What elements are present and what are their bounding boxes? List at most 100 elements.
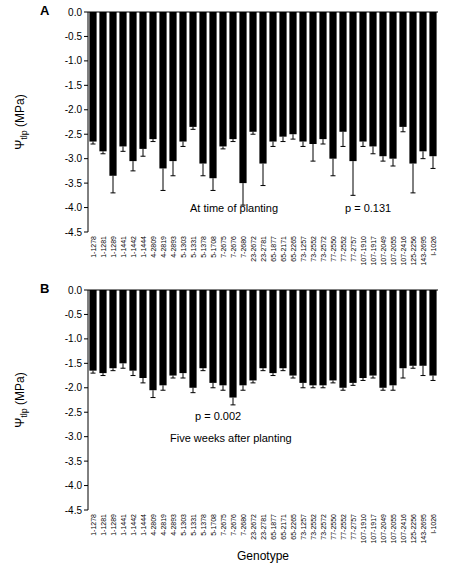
x-tick-label: 7-2675 bbox=[220, 514, 227, 536]
error-cap bbox=[331, 382, 336, 383]
error-stem bbox=[173, 161, 174, 176]
error-stem bbox=[313, 144, 314, 161]
y-tick-label: -0.5 bbox=[65, 31, 83, 42]
error-bar bbox=[101, 373, 106, 375]
error-cap bbox=[321, 387, 326, 388]
x-tick-label: 77-2550 bbox=[330, 514, 337, 540]
y-tick bbox=[84, 290, 88, 291]
error-cap bbox=[291, 139, 296, 140]
bar bbox=[119, 12, 126, 146]
x-tick-label: 77-2757 bbox=[350, 236, 357, 262]
error-cap bbox=[111, 192, 116, 193]
bar bbox=[429, 12, 436, 156]
error-bar bbox=[121, 363, 126, 368]
bar bbox=[169, 290, 176, 376]
annotation: Five weeks after planting bbox=[170, 432, 292, 444]
error-bar bbox=[251, 132, 256, 134]
error-bar bbox=[161, 168, 166, 190]
bar bbox=[359, 12, 366, 142]
bar bbox=[299, 290, 306, 383]
bar bbox=[99, 290, 106, 373]
bar bbox=[249, 290, 256, 380]
plot-area bbox=[89, 12, 436, 205]
y-label-symbol: Ψ bbox=[13, 140, 27, 150]
x-tick-label: 65-2171 bbox=[280, 236, 287, 262]
error-bar bbox=[251, 380, 256, 382]
y-axis-label: Ψtlp (MPa) bbox=[13, 94, 29, 150]
error-cap bbox=[91, 144, 96, 145]
y-tick bbox=[84, 207, 88, 208]
error-stem bbox=[143, 378, 144, 383]
error-cap bbox=[391, 166, 396, 167]
y-tick bbox=[84, 109, 88, 110]
y-tick-label: 0.0 bbox=[68, 7, 82, 18]
error-cap bbox=[211, 387, 216, 388]
bar bbox=[119, 290, 126, 363]
x-tick-label: 5-1331 bbox=[190, 514, 197, 536]
x-axis-label: Genotype bbox=[237, 549, 289, 563]
bar bbox=[179, 290, 186, 373]
error-stem bbox=[143, 149, 144, 156]
bar bbox=[199, 290, 206, 368]
error-bar bbox=[291, 376, 296, 378]
bar bbox=[259, 290, 266, 368]
error-cap bbox=[281, 370, 286, 371]
bar bbox=[109, 290, 116, 368]
y-axis-label: Ψtlp (MPa) bbox=[13, 372, 29, 428]
error-cap bbox=[301, 387, 306, 388]
y-tick-label: -4.5 bbox=[65, 505, 83, 516]
error-bar bbox=[151, 139, 156, 141]
error-bar bbox=[91, 142, 96, 144]
x-tick-label: 4-2893 bbox=[170, 514, 177, 536]
x-tick-label: 4-2809 bbox=[150, 514, 157, 536]
bar bbox=[139, 290, 146, 378]
annotation: p = 0.131 bbox=[345, 202, 391, 214]
error-bar bbox=[301, 142, 306, 147]
y-tick-label: -2.0 bbox=[65, 382, 83, 393]
zero-line bbox=[88, 12, 438, 13]
error-bar bbox=[221, 146, 226, 148]
error-bar bbox=[191, 127, 196, 129]
error-stem bbox=[433, 156, 434, 168]
y-tick bbox=[84, 232, 88, 233]
error-bar bbox=[211, 383, 216, 388]
error-cap bbox=[141, 382, 146, 383]
error-stem bbox=[193, 388, 194, 393]
bar bbox=[279, 290, 286, 368]
x-tick-label: 1-1278 bbox=[90, 236, 97, 258]
bar bbox=[399, 290, 406, 368]
x-tick-label: 65-2265 bbox=[290, 236, 297, 262]
x-tick-label: 77-2552 bbox=[340, 236, 347, 262]
x-tick-label: 5-1708 bbox=[210, 514, 217, 536]
annotation: p = 0.002 bbox=[195, 410, 241, 422]
error-bar bbox=[111, 368, 116, 370]
y-tick bbox=[84, 134, 88, 135]
error-bar bbox=[141, 378, 146, 383]
y-tick-label: -3.0 bbox=[65, 153, 83, 164]
error-cap bbox=[231, 141, 236, 142]
x-tick-label: 107-2416 bbox=[400, 236, 407, 266]
error-bar bbox=[201, 164, 206, 176]
bar bbox=[429, 290, 436, 376]
y-label-sub: tlp bbox=[19, 408, 29, 418]
error-bar bbox=[191, 388, 196, 393]
plot-area bbox=[89, 290, 436, 405]
x-tick-label: 4-2819 bbox=[160, 514, 167, 536]
error-cap bbox=[431, 380, 436, 381]
error-bar bbox=[361, 142, 366, 147]
x-tick-label: 73-2572 bbox=[320, 514, 327, 540]
error-cap bbox=[391, 390, 396, 391]
error-cap bbox=[121, 368, 126, 369]
bar bbox=[399, 12, 406, 127]
x-tick-label: 1-1442 bbox=[130, 514, 137, 536]
error-cap bbox=[171, 378, 176, 379]
error-bar bbox=[361, 378, 366, 380]
error-stem bbox=[393, 385, 394, 390]
y-tick bbox=[84, 338, 88, 339]
bar bbox=[409, 290, 416, 366]
error-stem bbox=[213, 178, 214, 190]
bar bbox=[419, 12, 426, 151]
x-tick-label: I-1026 bbox=[430, 236, 437, 256]
x-tick-label: 107-2049 bbox=[380, 236, 387, 266]
error-cap bbox=[271, 146, 276, 147]
